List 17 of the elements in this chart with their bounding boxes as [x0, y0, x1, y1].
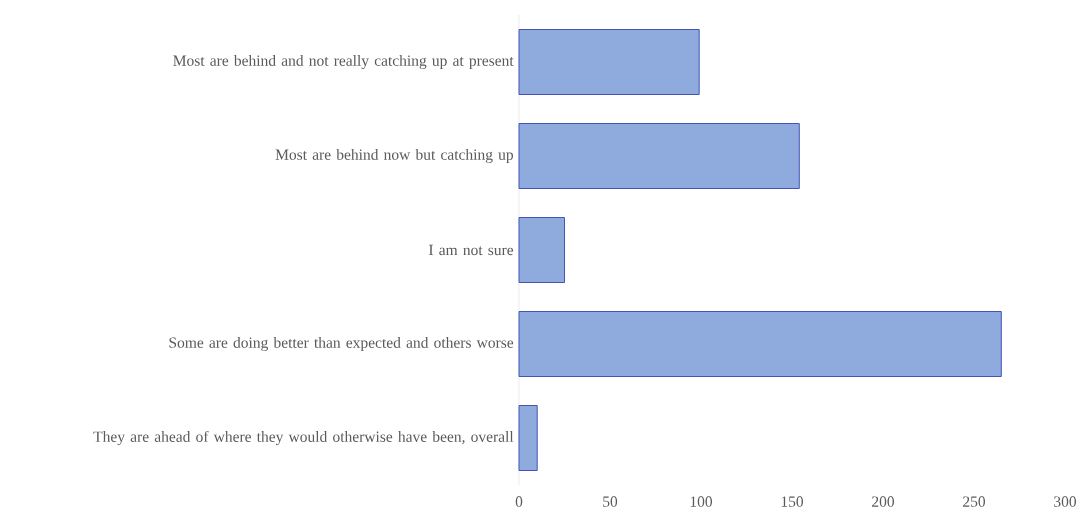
bar [518, 29, 700, 96]
bar [518, 311, 1002, 378]
x-tick-label: 300 [1054, 496, 1077, 507]
x-tick-label: 100 [690, 496, 713, 507]
y-tick-label: They are ahead of where they would otherwise have been, overall [93, 430, 514, 446]
bar [518, 217, 565, 284]
y-tick-label: Most are behind and not really catching up at present [173, 54, 514, 70]
x-tick-label: 50 [603, 496, 618, 507]
x-tick-label: 0 [515, 496, 523, 507]
y-tick-label: Some are doing better than expected and others worse [169, 336, 514, 352]
bar [518, 405, 538, 472]
x-tick-label: 150 [781, 496, 804, 507]
x-tick-label: 200 [872, 496, 895, 507]
bar [518, 123, 800, 190]
x-tick-label: 250 [963, 496, 986, 507]
y-tick-label: Most are behind now but catching up [275, 148, 514, 164]
y-tick-label: I am not sure [428, 244, 514, 256]
